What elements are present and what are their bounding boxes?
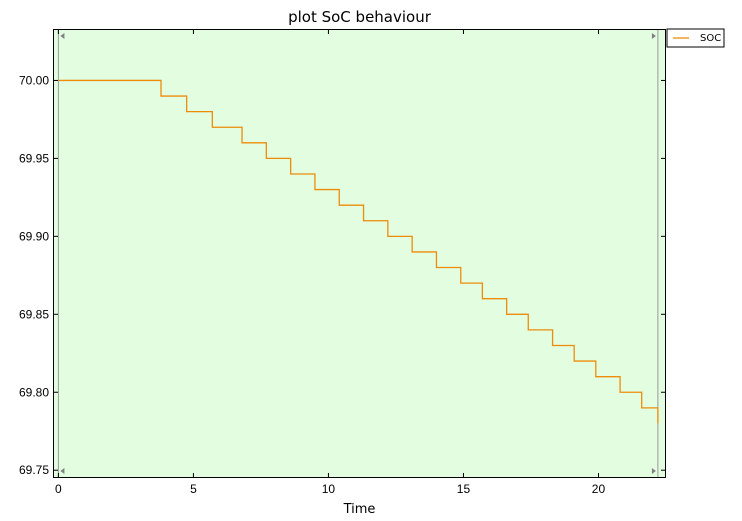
- x-tick-label: 10: [322, 482, 336, 496]
- y-tick-label: 69.90: [19, 229, 49, 243]
- y-tick-label: 69.75: [19, 463, 49, 477]
- vertical-marker-lines: [57, 29, 659, 478]
- y-tick-label: 69.95: [19, 151, 49, 165]
- x-tick-label: 15: [457, 482, 471, 496]
- chart-title: plot SoC behaviour: [288, 8, 432, 26]
- series-layer: [58, 79, 659, 424]
- y-tick-label: 69.85: [19, 307, 49, 321]
- x-axis-label: Time: [343, 502, 376, 517]
- legend-label-soc: SOC: [700, 33, 721, 44]
- plot-area: [53, 29, 666, 478]
- marker-arrow: [60, 468, 65, 474]
- plot-frame: [53, 29, 666, 478]
- marker-arrow: [651, 33, 656, 39]
- x-tick-label: 0: [55, 482, 62, 496]
- x-tick-label: 5: [190, 482, 197, 496]
- x-axis: 0 5 10 15 20: [55, 29, 605, 496]
- marker-arrow: [60, 33, 65, 39]
- y-tick-label: 70.00: [19, 73, 49, 87]
- legend-box: [666, 28, 725, 48]
- y-axis: 69.75 69.80 69.85 69.90 69.95 70.00: [19, 73, 666, 477]
- x-tick-label: 20: [592, 482, 606, 496]
- y-tick-label: 69.80: [19, 385, 49, 399]
- legend: SOC: [666, 28, 725, 48]
- marker-arrow: [651, 468, 656, 474]
